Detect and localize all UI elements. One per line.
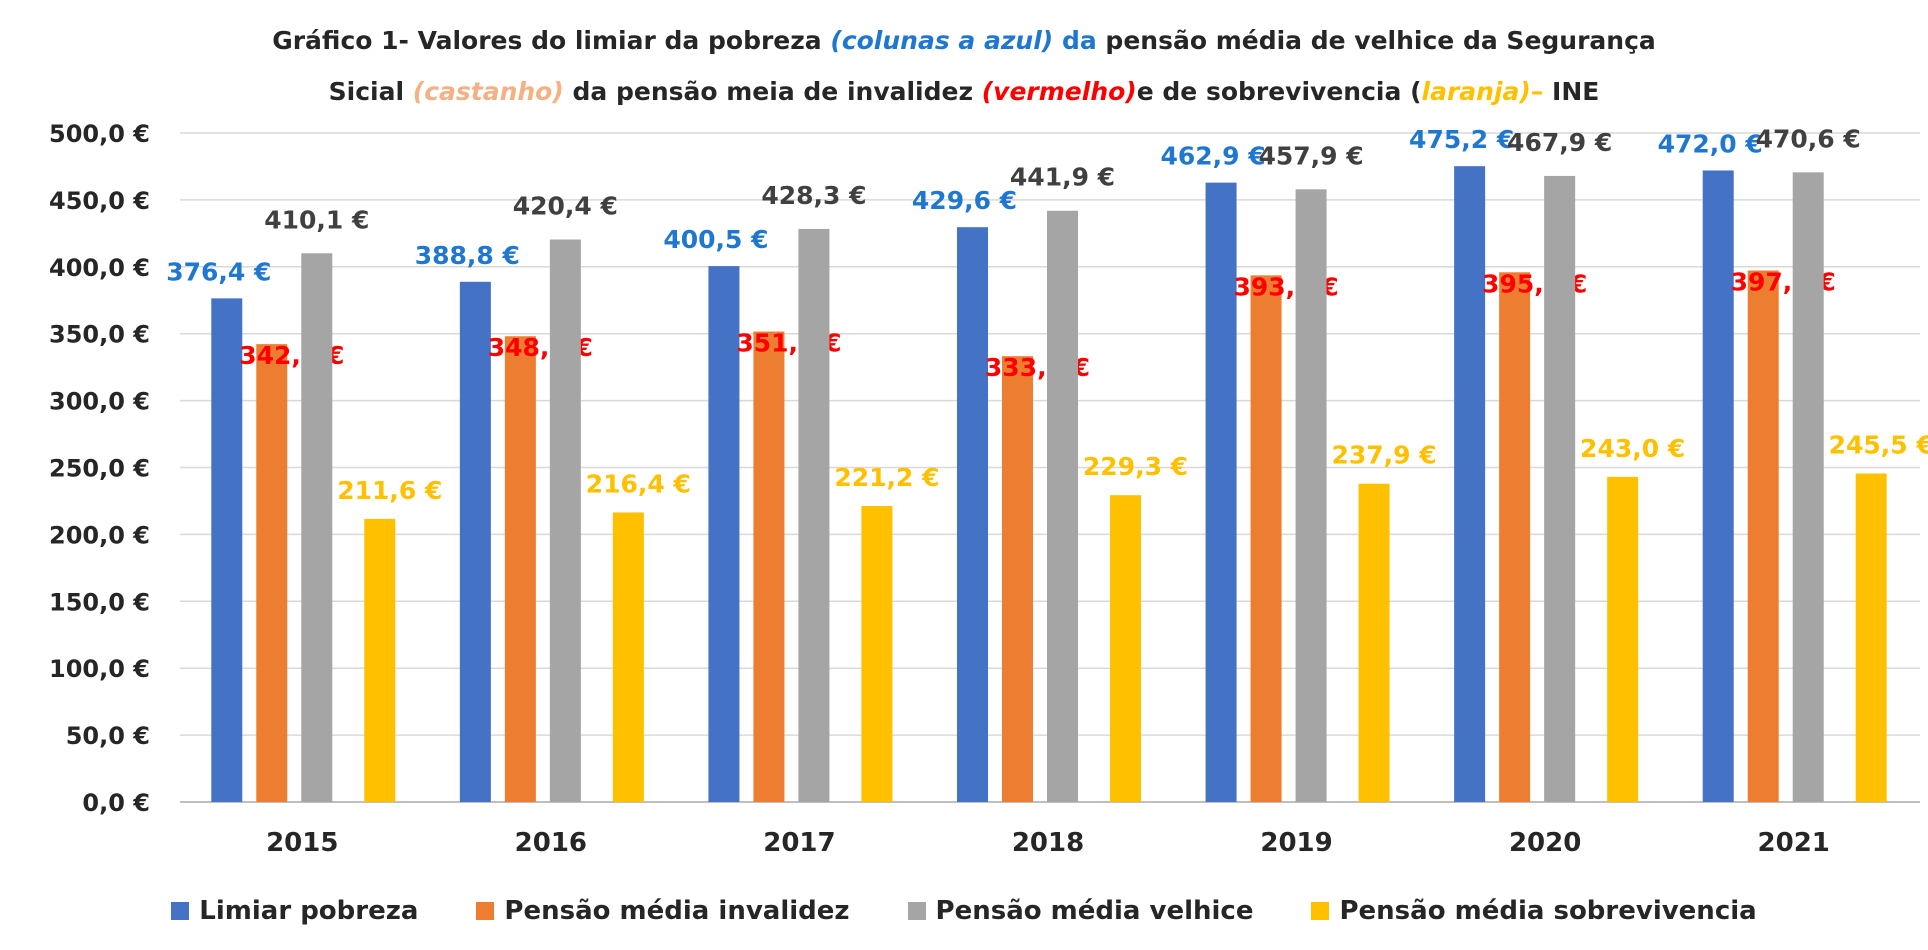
legend-swatch (1311, 902, 1330, 920)
bar-pensão-média-sobrevivencia (1607, 476, 1639, 802)
bar-pensão-média-sobrevivencia (612, 512, 644, 802)
data-label: 243,0 € (1580, 434, 1685, 463)
x-tick-label: 2016 (515, 828, 587, 858)
title-dash: – (1530, 77, 1544, 106)
y-tick-label: 500,0 € (49, 120, 150, 148)
y-tick-label: 0,0 € (82, 789, 150, 817)
chart-title-line-2: Sicial (castanho) da pensão meia de inva… (0, 77, 1928, 106)
x-tick-label: 2021 (1758, 828, 1830, 858)
bar-pensão-média-invalidez (753, 331, 785, 802)
y-tick-label: 300,0 € (49, 388, 150, 416)
x-tick-label: 2018 (1012, 828, 1084, 858)
x-tick-label: 2019 (1260, 828, 1332, 858)
legend-item: Pensão média invalidez (476, 896, 850, 926)
data-label: 211,6 € (337, 476, 442, 505)
y-tick-label: 50,0 € (66, 722, 150, 750)
bar-pensão-média-sobrevivencia (1358, 483, 1390, 802)
data-label: 470,6 € (1756, 124, 1861, 153)
bar-limiar-pobreza (1454, 166, 1486, 803)
bar-pensão-média-invalidez (1499, 272, 1531, 803)
bar-pensão-média-sobrevivencia (364, 518, 396, 802)
chart-title-line-1: Gráfico 1- Valores do limiar da pobreza … (0, 26, 1928, 55)
y-tick-label: 250,0 € (49, 455, 150, 483)
title-text: INE (1552, 77, 1600, 106)
bar-limiar-pobreza (211, 298, 243, 802)
data-label: 410,1 € (264, 205, 369, 234)
data-label: 457,9 € (1258, 141, 1363, 170)
y-tick-label: 350,0 € (49, 321, 150, 349)
y-tick-label: 400,0 € (49, 254, 150, 282)
bar-pensão-média-sobrevivencia (1110, 495, 1141, 802)
bar-pensão-média-velhice (1047, 210, 1078, 802)
title-text: pensão média de velhice da Segurança (1105, 26, 1656, 55)
title-highlight-orange: laranja) (1421, 77, 1531, 106)
legend-label: Pensão média velhice (935, 896, 1254, 926)
data-label: 420,4 € (513, 192, 618, 221)
legend-swatch (476, 902, 495, 920)
data-label: 441,9 € (1010, 163, 1115, 192)
bar-pensão-média-invalidez (1002, 356, 1033, 802)
title-text-blue: da (1061, 26, 1097, 55)
bar-pensão-média-velhice (301, 253, 333, 802)
title-text: Sicial (328, 77, 405, 106)
legend-label: Pensão média invalidez (504, 896, 850, 926)
data-label: 467,9 € (1507, 128, 1612, 157)
x-tick-label: 2020 (1509, 828, 1581, 858)
bar-pensão-média-invalidez (256, 344, 288, 802)
data-label: 245,5 € (1829, 431, 1928, 460)
legend-label: Pensão média sobrevivencia (1339, 896, 1757, 926)
plot-area: 0,0 € 50,0 € 100,0 € 150,0 € 200,0 € 250,0 € 3… (49, 120, 1928, 858)
bar-pensão-média-sobrevivencia (861, 506, 893, 802)
data-label: 462,9 € (1160, 142, 1265, 171)
x-tick-label: 2015 (266, 828, 338, 858)
legend-swatch (907, 902, 926, 920)
data-label: 475,2 € (1409, 125, 1514, 154)
title-text: e de sobrevivencia (1136, 77, 1402, 106)
bar-pensão-média-sobrevivencia (1855, 473, 1887, 802)
data-label: 388,8 € (415, 241, 520, 270)
data-label: 429,6 € (912, 186, 1017, 215)
bar-pensão-média-velhice (1295, 189, 1327, 802)
bar-limiar-pobreza (1702, 170, 1734, 803)
legend-item: Pensão média velhice (907, 896, 1254, 926)
bar-pensão-média-velhice (1792, 172, 1824, 802)
title-highlight-tan: (castanho) (412, 77, 564, 106)
legend-label: Limiar pobreza (199, 896, 419, 926)
y-tick-label: 450,0 € (49, 187, 150, 215)
data-label: 237,9 € (1331, 441, 1436, 470)
title-text: da pensão meia de invalidez (572, 77, 974, 106)
data-label: 376,4 € (166, 257, 271, 286)
bar-limiar-pobreza (459, 281, 491, 802)
y-tick-label: 100,0 € (49, 655, 150, 683)
legend: Limiar pobreza Pensão média invalidez Pens… (0, 896, 1928, 926)
bar-pensão-média-invalidez (1747, 270, 1779, 802)
title-text: ( (1410, 77, 1422, 106)
title-text: Gráfico 1- Valores do limiar da pobreza (272, 26, 822, 55)
bar-limiar-pobreza (1205, 182, 1237, 803)
bar-pensão-média-velhice (1544, 175, 1576, 802)
data-label: 221,2 € (834, 463, 939, 492)
data-label: 400,5 € (663, 225, 768, 254)
legend-item: Limiar pobreza (171, 896, 418, 926)
data-label: 229,3 € (1083, 452, 1188, 481)
data-label: 472,0 € (1658, 129, 1763, 158)
bar-pensão-média-velhice (798, 228, 830, 803)
bar-pensão-média-invalidez (504, 336, 536, 802)
bar-pensão-média-velhice (549, 239, 581, 802)
y-tick-label: 150,0 € (49, 588, 150, 616)
data-label: 428,3 € (761, 181, 866, 210)
legend-swatch (171, 902, 190, 920)
data-label: 216,4 € (586, 469, 691, 498)
bar-limiar-pobreza (708, 266, 740, 803)
legend-item: Pensão média sobrevivencia (1311, 896, 1757, 926)
title-highlight-blue: (colunas a azul) (830, 26, 1054, 55)
title-highlight-red: (vermelho) (981, 77, 1137, 106)
y-tick-label: 200,0 € (49, 521, 150, 549)
bar-pensão-média-invalidez (1250, 275, 1282, 803)
bar-limiar-pobreza (957, 227, 988, 803)
x-tick-label: 2017 (763, 828, 835, 858)
